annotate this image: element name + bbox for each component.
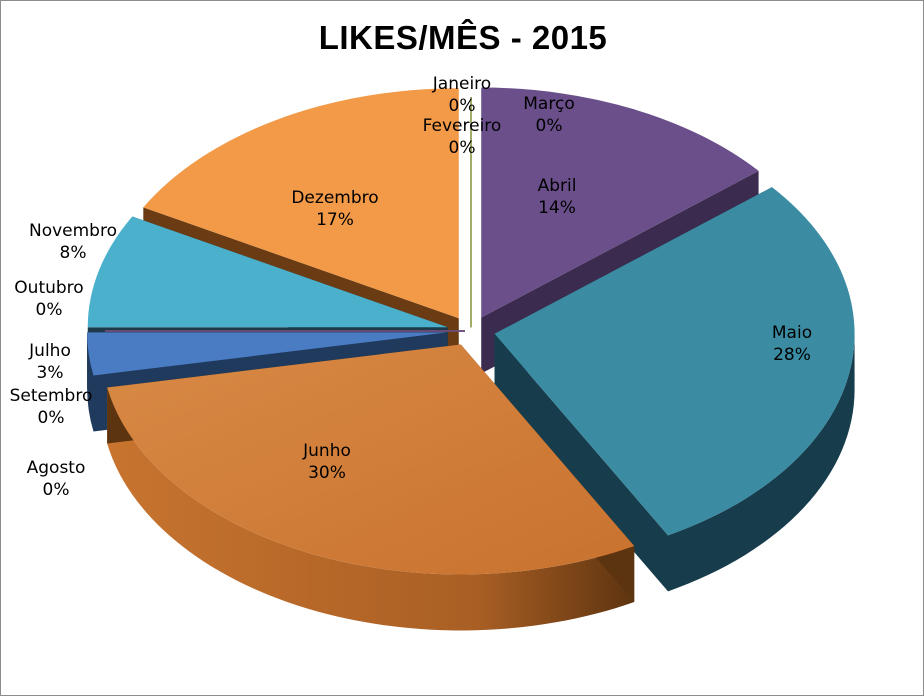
data-label-maio: Maio 28% bbox=[772, 323, 812, 365]
pie-slice-junho bbox=[107, 344, 635, 631]
data-label-março: Março 0% bbox=[523, 94, 574, 136]
data-label-agosto: Agosto 0% bbox=[27, 458, 86, 500]
data-label-dezembro: Dezembro 17% bbox=[291, 188, 378, 230]
data-label-setembro: Setembro 0% bbox=[10, 386, 93, 428]
data-label-junho: Junho 30% bbox=[302, 441, 351, 483]
chart-title: LIKES/MÊS - 2015 bbox=[318, 19, 608, 56]
data-label-julho: Julho 3% bbox=[28, 341, 71, 383]
data-label-novembro: Novembro 8% bbox=[29, 221, 117, 263]
data-label-janeiro: Janeiro 0% bbox=[432, 74, 491, 116]
data-label-outubro: Outubro 0% bbox=[14, 278, 83, 320]
data-label-abril: Abril 14% bbox=[538, 176, 577, 218]
pie-slice-maio bbox=[494, 187, 855, 592]
data-label-fevereiro: Fevereiro 0% bbox=[423, 116, 502, 158]
